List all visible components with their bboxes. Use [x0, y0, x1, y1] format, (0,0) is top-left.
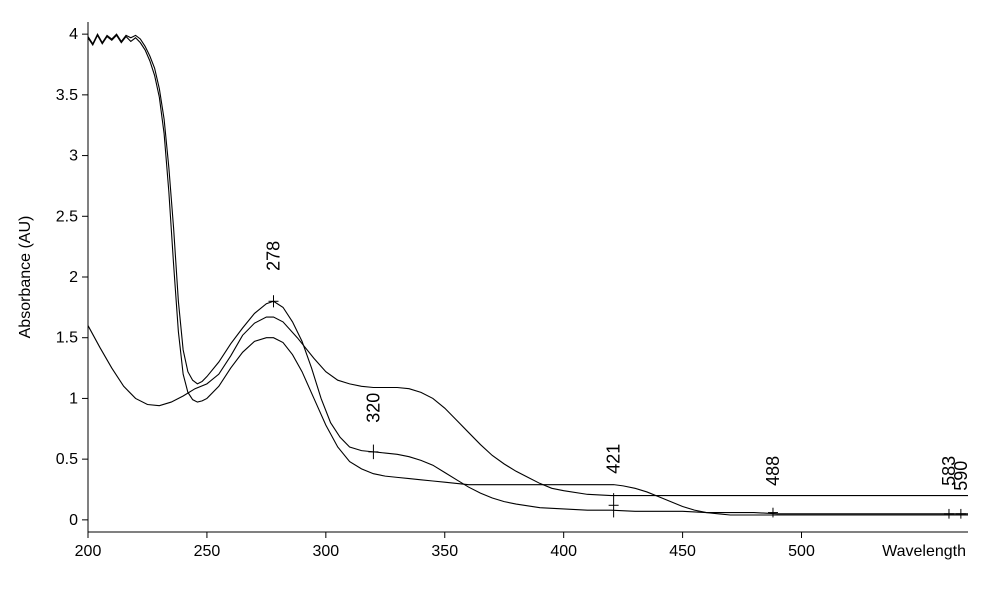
- series-curve1: [88, 317, 968, 496]
- x-tick-label: 250: [194, 543, 221, 560]
- x-tick-label: 350: [431, 543, 458, 560]
- y-tick-label: 0: [69, 512, 78, 529]
- y-tick-label: 0.5: [56, 451, 78, 468]
- peak-label-320: 320: [363, 393, 383, 423]
- y-axis-label: Absorbance (AU): [17, 216, 34, 339]
- chart-svg: 0 0.5 1 1.5 2 2.5 3 3.5 4 Absorbance (AU) 200 250 30…: [10, 10, 990, 589]
- y-tick-label: 3: [69, 148, 78, 165]
- series-curve3: [88, 35, 968, 515]
- y-tick-label: 3.5: [56, 87, 78, 104]
- x-tick-label: 400: [550, 543, 577, 560]
- x-tick-label: 300: [312, 543, 339, 560]
- y-tick-label: 2: [69, 269, 78, 286]
- x-tick-label: 500: [788, 543, 815, 560]
- peak-label-278: 278: [264, 241, 284, 271]
- peak-label-590: 590: [951, 461, 971, 491]
- spectrum-chart: 0 0.5 1 1.5 2 2.5 3 3.5 4 Absorbance (AU) 200 250 30…: [10, 10, 990, 589]
- x-tick-label: 200: [75, 543, 102, 560]
- peak-label-488: 488: [763, 456, 783, 486]
- x-tick-label: 450: [669, 543, 696, 560]
- y-tick-label: 4: [69, 26, 78, 43]
- peak-label-421: 421: [604, 444, 624, 474]
- y-tick-label: 1.5: [56, 330, 78, 347]
- series-curve2: [88, 34, 968, 514]
- y-tick-label: 2.5: [56, 208, 78, 225]
- x-axis-label: Wavelength: [882, 543, 966, 560]
- y-tick-label: 1: [69, 390, 78, 407]
